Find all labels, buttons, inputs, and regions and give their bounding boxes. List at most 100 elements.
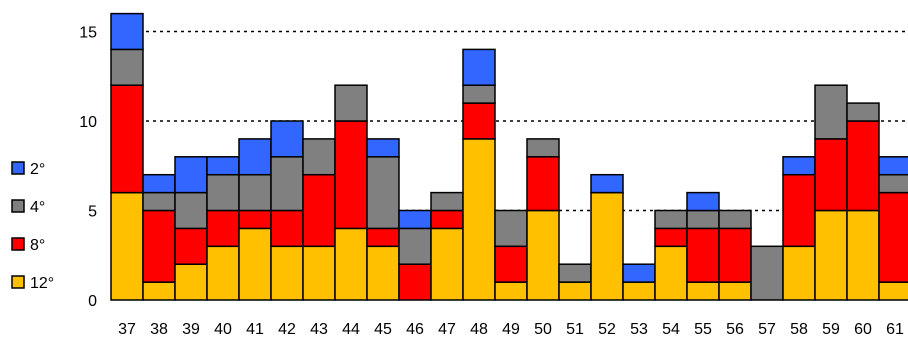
bar-segment: [430, 209, 464, 230]
bar-segment: [622, 263, 656, 283]
bar-segment: [526, 138, 560, 158]
bar-segment: [718, 281, 752, 301]
legend-swatch: [11, 161, 25, 175]
x-tick-label: 51: [566, 321, 584, 338]
bar-segment: [206, 173, 240, 212]
x-tick-label: 58: [790, 321, 808, 338]
bar-segment: [174, 156, 208, 194]
x-tick-label: 40: [214, 321, 232, 338]
bar-segment: [430, 227, 464, 301]
bar-segment: [110, 191, 144, 301]
legend-swatch: [11, 199, 25, 213]
bar-segment: [110, 84, 144, 194]
bar-segment: [174, 227, 208, 265]
x-tick-label: 48: [470, 321, 488, 338]
bar-segment: [142, 191, 176, 212]
x-tick-label: 43: [310, 321, 328, 338]
bar-segment: [334, 227, 368, 301]
bar-segment: [686, 227, 720, 283]
bar-segment: [494, 245, 528, 283]
bar-segment: [302, 173, 336, 248]
bar-segment: [654, 209, 688, 230]
bar-segment: [494, 281, 528, 301]
bar-segment: [622, 281, 656, 301]
bar-segment: [174, 263, 208, 301]
bar-segment: [398, 227, 432, 265]
x-tick-label: 39: [182, 321, 200, 338]
bar-segment: [846, 102, 880, 122]
bar-segment: [366, 227, 400, 248]
bar-segment: [590, 173, 624, 194]
bar-segment: [142, 281, 176, 301]
bar-segment: [686, 281, 720, 301]
bar-segment: [878, 156, 908, 176]
bar-segment: [398, 209, 432, 230]
y-axis: 0 5 10 15: [79, 25, 97, 311]
bar-segment: [174, 191, 208, 230]
bar-segment: [302, 138, 336, 176]
legend-label: 8°: [30, 237, 45, 254]
bar-segment: [398, 263, 432, 301]
x-tick-label: 60: [854, 321, 872, 338]
legend-item: 2°: [11, 161, 45, 178]
bar-segment: [302, 245, 336, 301]
bar-segment: [718, 227, 752, 283]
bar-segment: [846, 209, 880, 301]
bar-segment: [142, 173, 176, 194]
bar-segment: [334, 120, 368, 230]
x-axis: 37 38 39 40 41 42 43 44 45 46 47 48 49 50 51 52 53 54 55 56…: [118, 321, 904, 338]
legend-swatch: [11, 237, 25, 251]
bar-segment: [526, 209, 560, 301]
bar-segment: [462, 102, 496, 140]
bars: [110, 12, 908, 301]
x-tick-label: 53: [630, 321, 648, 338]
bar-segment: [110, 48, 144, 86]
bar-segment: [366, 245, 400, 301]
legend-swatch: [11, 275, 25, 289]
x-tick-label: 55: [694, 321, 712, 338]
x-tick-label: 61: [886, 321, 904, 338]
x-tick-label: 56: [726, 321, 744, 338]
bar-segment: [462, 138, 496, 301]
x-tick-label: 46: [406, 321, 424, 338]
bar-segment: [238, 227, 272, 301]
bar-segment: [814, 209, 848, 301]
bar-segment: [782, 245, 816, 301]
x-tick-label: 57: [758, 321, 776, 338]
y-tick-label: 15: [79, 25, 97, 42]
legend-item: 12°: [11, 275, 54, 292]
bar-segment: [270, 245, 304, 301]
bar-segment: [654, 245, 688, 301]
bar-segment: [782, 156, 816, 176]
x-tick-label: 45: [374, 321, 392, 338]
legend-label: 12°: [30, 275, 54, 292]
bar-segment: [686, 209, 720, 230]
bar-segment: [270, 120, 304, 158]
bar-segment: [558, 263, 592, 283]
legend-item: 4°: [11, 199, 45, 216]
bar-segment: [846, 120, 880, 212]
x-tick-label: 38: [150, 321, 168, 338]
x-tick-label: 52: [598, 321, 616, 338]
bar-segment: [206, 156, 240, 176]
bar-segment: [334, 84, 368, 122]
bar-segment: [462, 84, 496, 104]
y-tick-label: 5: [88, 204, 97, 221]
bar-segment: [206, 209, 240, 248]
bar-segment: [366, 156, 400, 230]
bar-segment: [878, 281, 908, 301]
bar-segment: [782, 173, 816, 248]
x-tick-label: 37: [118, 321, 136, 338]
legend-label: 2°: [30, 161, 45, 178]
x-tick-label: 59: [822, 321, 840, 338]
bar-segment: [462, 48, 496, 86]
bar-segment: [558, 281, 592, 301]
x-tick-label: 42: [278, 321, 296, 338]
x-tick-label: 54: [662, 321, 680, 338]
x-tick-label: 49: [502, 321, 520, 338]
bar-segment: [814, 138, 848, 212]
bar-segment: [206, 245, 240, 301]
bar-segment: [110, 12, 144, 51]
bar-segment: [654, 227, 688, 248]
